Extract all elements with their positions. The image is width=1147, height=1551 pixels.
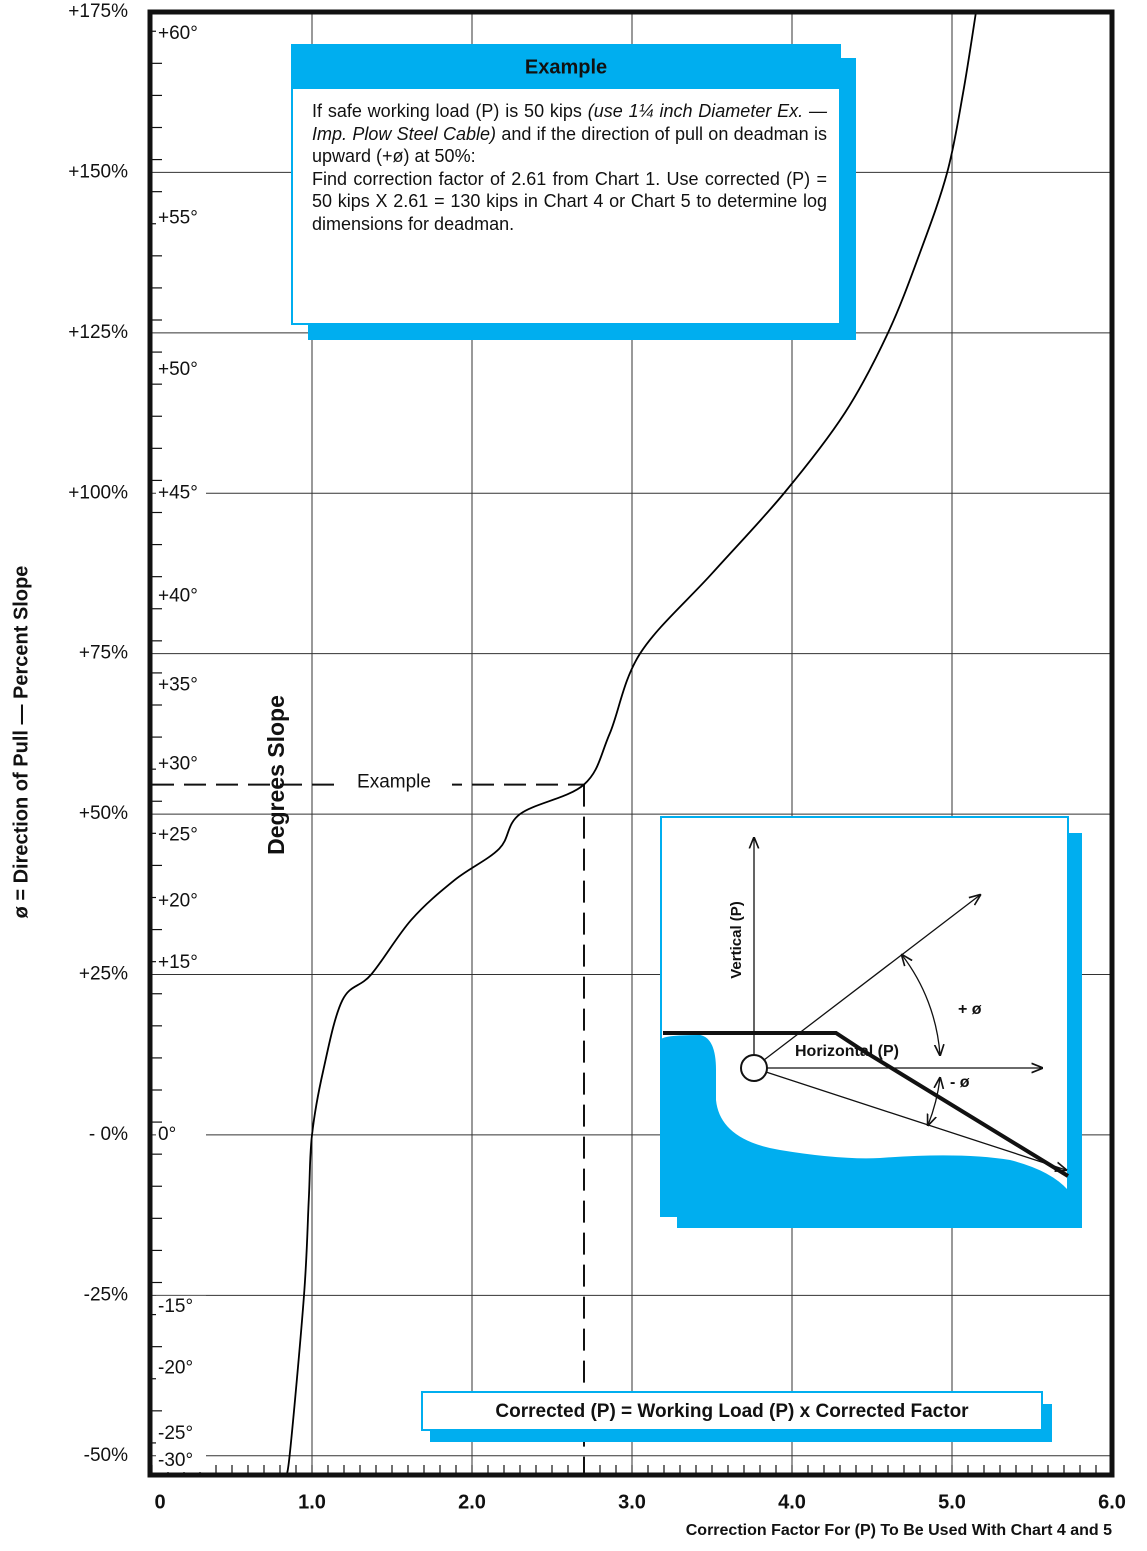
inset-label: - ø [950,1074,970,1091]
ground-surface [663,1031,1070,1178]
y-tick-label: -25% [84,1284,128,1305]
text: If safe working load (P) is 50 kips [312,101,588,121]
text: (use 1¼ inch Diameter Ex. — Imp. Plow St… [312,101,827,144]
example-box [291,44,841,325]
y2-tick-label: +55° [158,208,198,229]
example-text: If safe working load (P) is 50 kips (use… [312,100,827,235]
label-bg [156,207,206,230]
y2-tick-label: -25° [158,1423,193,1444]
formula-box [421,1391,1043,1431]
minus-arc [928,1078,940,1125]
y2-tick-label: +35° [158,675,198,696]
y2-tick-label: -15° [158,1296,193,1317]
up-arrow [763,895,980,1061]
y-tick-label: -50% [84,1445,128,1466]
y2-tick-label: +60° [158,23,198,44]
label-bg [156,1357,206,1380]
curve [283,11,977,1477]
y2-tick-label: -30° [158,1450,193,1471]
y-tick-label: +75% [79,643,128,664]
label-bg [156,359,206,382]
label-bg [156,674,206,697]
x-tick-label: 6.0 [1098,1491,1126,1513]
inset-label: Vertical (P) [728,901,745,979]
text: Find correction factor of 2.61 from Char… [312,168,827,234]
example-title: Example [525,56,607,78]
y2-tick-label: +30° [158,753,198,774]
inset-label: + ø [958,1001,982,1018]
label-bg [156,1123,206,1146]
label-bg [156,951,206,974]
y-tick-label: +175% [68,1,128,22]
inset-label: Horizontal (P) [795,1043,899,1060]
text: and if the direction of pull on deadman … [312,123,828,167]
y-tick-label: - 0% [89,1124,128,1145]
y2-tick-label: -20° [158,1357,193,1378]
example-header [292,45,840,89]
plus-arc [902,955,940,1055]
marks: Example [147,9,1115,1478]
plot-border [147,9,1115,1478]
label-bg [156,585,206,608]
y2-tick-label: 0° [158,1124,176,1145]
y-tick-label: +125% [68,322,128,343]
label-bg [156,824,206,847]
down-arrow [765,1071,1066,1170]
y2-tick-label: +15° [158,952,198,973]
label-bg [156,890,206,913]
y2-tick-label: +25° [158,825,198,846]
y-tick-label: +50% [79,803,128,824]
x-tick-label: 0 [154,1491,165,1513]
y-tick-label: +25% [79,964,128,985]
ground [661,1035,1068,1216]
x-tick-label: 2.0 [458,1491,486,1513]
label-bg [156,1450,206,1472]
y2-tick-label: +50° [158,359,198,380]
y-tick-label: +100% [68,482,128,503]
y2-tick-label: +20° [158,890,198,911]
y2-tick-label: +45° [158,482,198,503]
example-label: Example [357,772,431,793]
label-bg [336,770,452,799]
x-axis-label: Correction Factor For (P) To Be Used Wit… [686,1522,1112,1539]
label-bg [156,23,206,45]
y2-axis-label: Degrees Slope [263,695,289,855]
label-bg [156,1423,206,1446]
y2-tick-label: +40° [158,586,198,607]
label-bg [156,1295,206,1318]
label-bg [156,753,206,776]
label-bg [156,482,206,505]
x-tick-label: 4.0 [778,1491,806,1513]
x-tick-label: 3.0 [618,1491,646,1513]
y-axis-label: ø = Direction of Pull — Percent Slope [10,566,32,919]
deadman [740,1054,768,1082]
y-tick-label: +150% [68,161,128,182]
x-tick-label: 1.0 [298,1491,326,1513]
x-tick-label: 5.0 [938,1491,966,1513]
formula: Corrected (P) = Working Load (P) x Corre… [495,1401,969,1422]
